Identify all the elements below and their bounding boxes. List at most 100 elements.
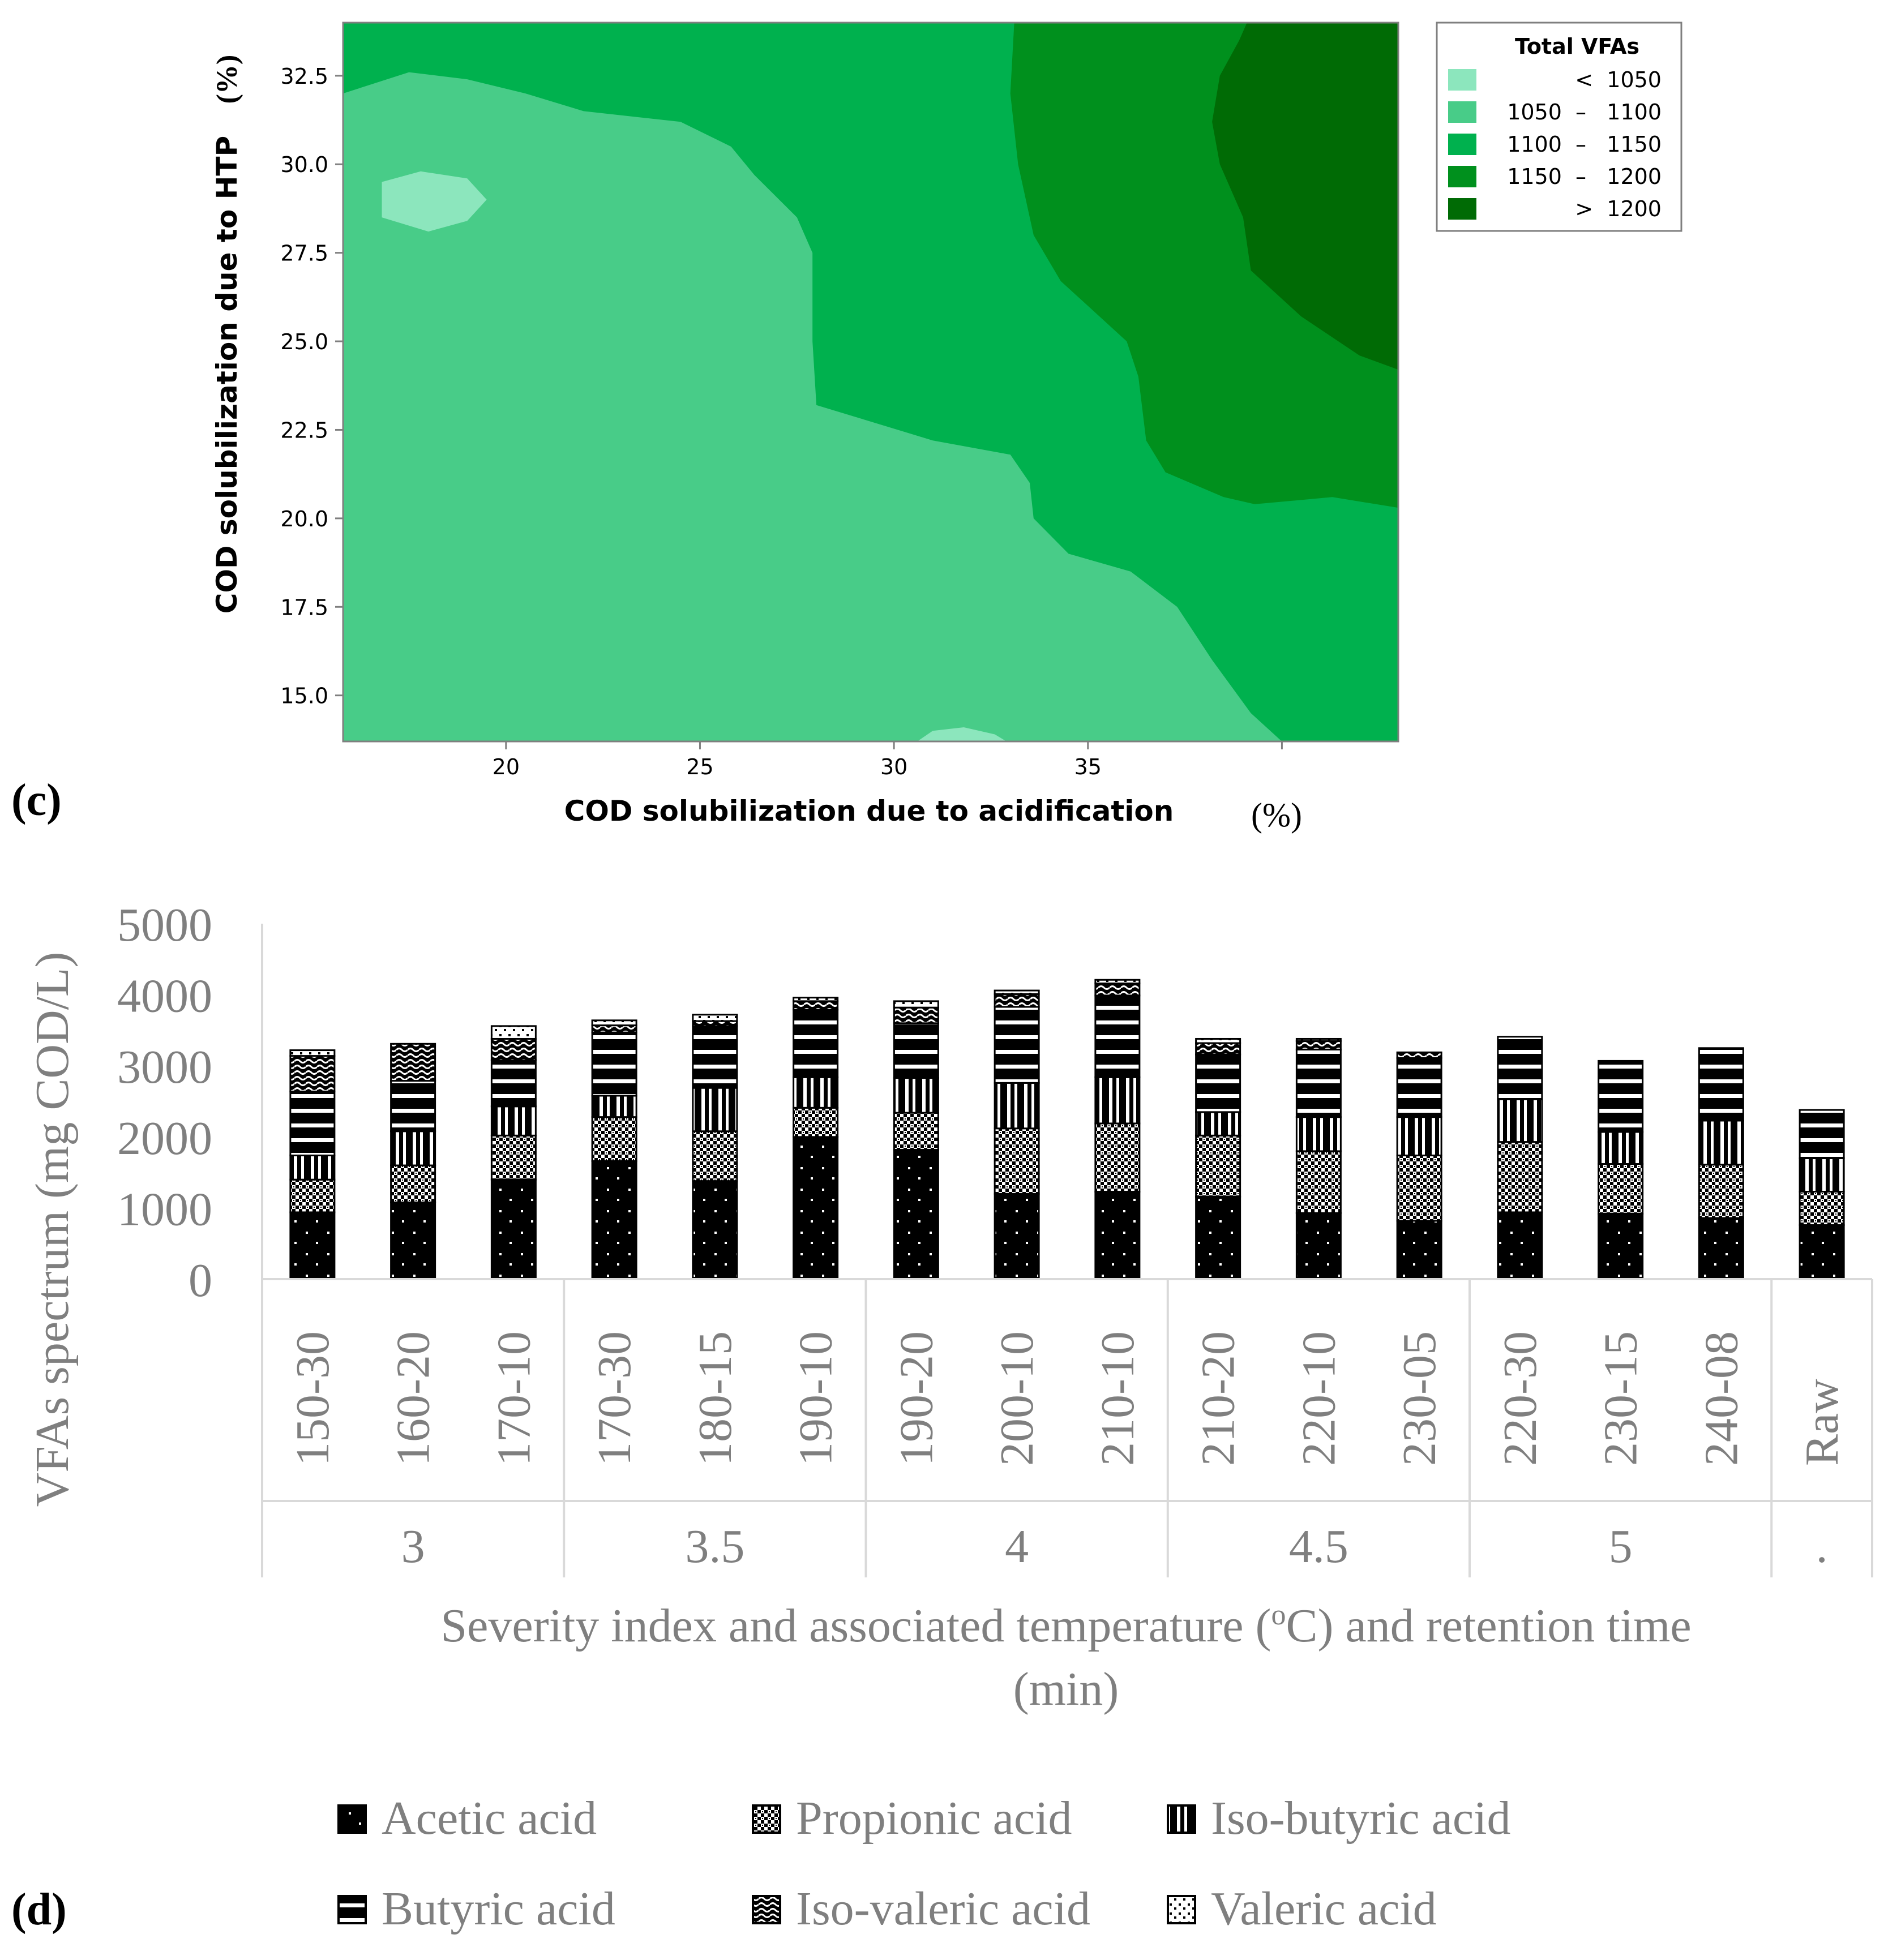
bar-legend-swatch-butyric	[337, 1895, 367, 1924]
bar-category-label: 220-10	[1292, 1331, 1345, 1466]
bar-segment-isovaleric	[1396, 1051, 1442, 1059]
bar-y-tick-label: 0	[189, 1254, 212, 1307]
bar-segment-valeric	[1094, 979, 1141, 985]
bar-segment-isovaleric	[390, 1043, 436, 1082]
contour-x-tick-label: 30	[880, 754, 907, 779]
bar-segment-isobutyric	[1295, 1116, 1342, 1152]
bar-y-axis-title: VFAs spectrum (mg COD/L)	[26, 952, 79, 1507]
bar-segment-propionic	[1698, 1164, 1744, 1219]
contour-x-axis: 20 25 30 35	[493, 741, 1283, 779]
bar-segment-propionic	[390, 1164, 436, 1203]
bar-legend-swatch-propionic	[752, 1804, 781, 1834]
bar-category-label: 240-08	[1695, 1331, 1748, 1466]
bar-segment-butyric	[1497, 1036, 1543, 1100]
contour-x-axis-unit: (%)	[1251, 796, 1302, 834]
bar-category-label: 200-10	[991, 1331, 1043, 1466]
panel-label-c: (c)	[11, 775, 62, 825]
bar-category-label: Raw	[1796, 1379, 1848, 1466]
bar-x-axis: 150-30 160-20 170-10 170-30 180-15 190-10 190-…	[261, 1278, 1873, 1577]
bar-segment-isobutyric	[793, 1076, 839, 1109]
bar-segment-butyric	[1698, 1047, 1744, 1122]
bar-segment-valeric	[994, 989, 1040, 995]
bar-category-label: 220-30	[1494, 1331, 1547, 1466]
bar-y-tick-label: 2000	[117, 1112, 212, 1165]
bar-segment-isobutyric	[1497, 1098, 1543, 1143]
bar-group-label: 4.5	[1289, 1520, 1348, 1573]
contour-legend-swatch	[1448, 166, 1476, 187]
bar-category-label: 150-30	[286, 1331, 339, 1466]
bar-segment-butyric	[1598, 1060, 1644, 1133]
bar-segment-isovaleric	[1295, 1040, 1342, 1050]
bar-segment-acetic	[1698, 1217, 1744, 1280]
contour-y-tick-label: 15.0	[280, 684, 328, 709]
bar-segment-acetic	[692, 1180, 738, 1280]
bar-category-label: 210-20	[1192, 1331, 1245, 1466]
bar-segment-isobutyric	[692, 1087, 738, 1133]
contour-y-tick-label: 27.5	[280, 241, 328, 266]
bar-segment-acetic	[289, 1211, 336, 1280]
bar-legend-label: Valeric acid	[1211, 1882, 1437, 1935]
panel-label-d: (d)	[11, 1885, 67, 1935]
bar-segment-isovaleric	[1094, 983, 1141, 997]
bar-category-label: 170-30	[588, 1331, 641, 1466]
bar-group-label: .	[1816, 1520, 1828, 1573]
bar-segment-isobutyric	[1799, 1157, 1845, 1193]
bar-segment-acetic	[591, 1160, 637, 1280]
bar-category-label: 210-10	[1091, 1331, 1144, 1466]
bar-segment-butyric	[390, 1080, 436, 1133]
bar-y-tick-label: 1000	[117, 1183, 212, 1236]
bar-segment-isobutyric	[591, 1095, 637, 1118]
bar-segment-isobutyric	[1195, 1111, 1241, 1136]
bar-segment-acetic	[793, 1136, 839, 1280]
bar-category-label: 230-05	[1393, 1331, 1446, 1466]
bar-segment-propionic	[994, 1127, 1040, 1195]
bar-segment-propionic	[1094, 1122, 1141, 1193]
contour-legend-swatch	[1448, 134, 1476, 155]
contour-plot-frame	[342, 22, 1399, 743]
bar-segment-butyric	[692, 1025, 738, 1089]
bar-segment-isobutyric	[1598, 1131, 1644, 1165]
contour-legend: Total VFAs < 1050 1050 – 1100 1100 – 1150 1…	[1436, 22, 1682, 232]
bar-segment-isobutyric	[1698, 1120, 1744, 1166]
bar-segment-isobutyric	[893, 1077, 939, 1114]
contour-x-tick-label: 20	[493, 754, 520, 779]
bar-y-tick-label: 5000	[117, 899, 212, 951]
bar-segment-propionic	[1799, 1191, 1845, 1226]
bar-legend-swatch-acetic	[337, 1804, 367, 1834]
bar-segment-propionic	[1195, 1134, 1241, 1198]
bar-category-label: 190-20	[890, 1331, 943, 1466]
bar-segment-acetic	[490, 1178, 537, 1280]
bar-segment-propionic	[1396, 1154, 1442, 1222]
bar-segment-acetic	[1799, 1224, 1845, 1280]
bar-segment-butyric	[1396, 1057, 1442, 1118]
bar-legend-label: Butyric acid	[382, 1882, 615, 1935]
contour-y-axis: 15.0 17.5 20.0 22.5 25.0 27.5 30.0 32.5	[280, 64, 343, 709]
bar-segment-isovaleric	[994, 993, 1040, 1008]
bar-legend-label: Iso-butyric acid	[1211, 1792, 1510, 1845]
bar-y-tick-label: 4000	[117, 970, 212, 1023]
contour-legend-box	[1436, 22, 1682, 232]
bar-segment-propionic	[1598, 1163, 1644, 1215]
bar-segment-valeric	[692, 1014, 738, 1022]
bar-segment-propionic	[692, 1130, 738, 1182]
contour-legend-label: > 1200	[1575, 196, 1662, 221]
bar-group-label: 3	[401, 1520, 425, 1573]
bar-group-label: 4	[1005, 1520, 1029, 1573]
bar-segment-isobutyric	[289, 1154, 336, 1181]
bar-segment-isovaleric	[793, 1000, 839, 1011]
bar-segment-valeric	[289, 1049, 336, 1057]
contour-legend-entries: < 1050 1050 – 1100 1100 – 1150 1150 – 1200 >…	[1448, 67, 1662, 221]
bar-legend-swatch-valeric	[1167, 1895, 1196, 1924]
bar-segment-valeric	[1195, 1037, 1241, 1044]
bar-segment-butyric	[793, 1009, 839, 1078]
bar-segment-isobutyric	[390, 1130, 436, 1166]
bar-segment-butyric	[1799, 1109, 1845, 1159]
bar-segment-propionic	[793, 1106, 839, 1138]
bar-segment-butyric	[289, 1090, 336, 1156]
bar-segment-valeric	[793, 997, 839, 1002]
bar-segment-propionic	[591, 1116, 637, 1163]
contour-region-0	[343, 72, 1282, 741]
bar-segment-acetic	[1497, 1211, 1543, 1280]
bar-segment-butyric	[893, 1022, 939, 1079]
